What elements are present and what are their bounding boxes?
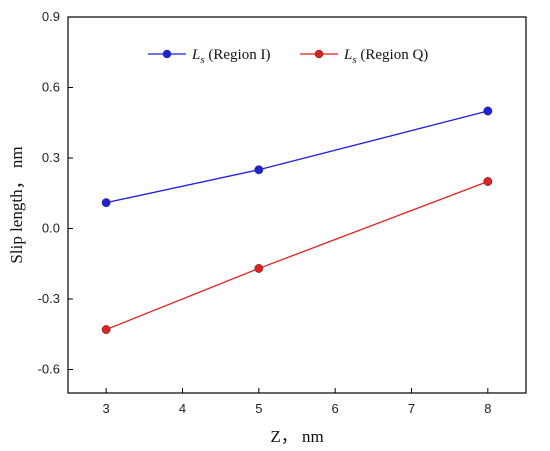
legend-marker [162,49,172,59]
series-2-point [101,325,111,334]
series-2-point [483,177,493,186]
x-tick-label: 8 [484,401,491,416]
legend-label: Ls (Region Q) [343,47,428,66]
y-tick-label: -0.3 [38,291,60,306]
y-tick-label: 0.0 [42,221,60,236]
x-tick-label: 4 [179,401,186,416]
x-tick-label: 5 [255,401,262,416]
series-layer [101,106,493,334]
y-tick-label: -0.6 [38,362,60,377]
series-1-point [101,198,111,208]
series-1-point [483,106,493,116]
y-tick-label: 0.6 [42,80,60,95]
x-tick-label: 7 [408,401,415,416]
series-1-line [106,110,488,204]
legend: Ls (Region I) Ls (Region Q) [148,47,428,66]
x-tick-label: 3 [103,401,110,416]
series-2-line [105,180,489,331]
x-tick-label: 6 [332,401,339,416]
x-axis-title: Z， nm [270,427,323,446]
series-2-point [254,264,264,273]
legend-marker [314,49,324,59]
y-tick-label: 0.9 [42,9,60,24]
series-1-point [254,165,264,175]
y-tick-label: 0.3 [42,150,60,165]
legend-label: Ls (Region I) [191,47,270,66]
plot-frame [67,16,527,394]
y-axis-title: Slip length， nm [7,146,26,263]
ticks-layer: 3 4 5 6 7 8 -0.6 -0.3 0.0 0.3 0.6 0.9 [38,9,492,416]
